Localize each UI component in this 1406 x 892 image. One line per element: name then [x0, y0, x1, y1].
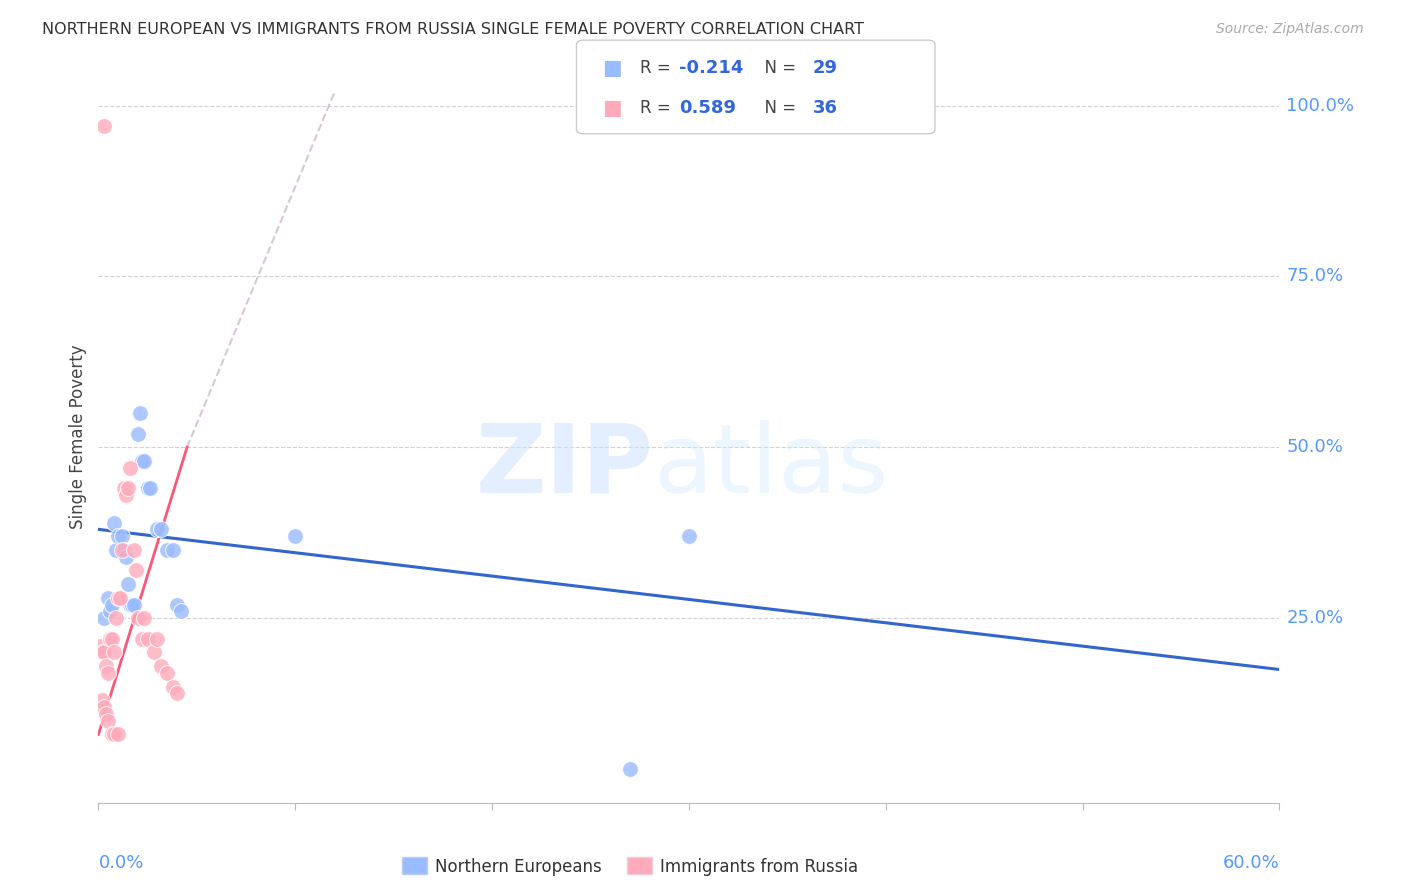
Point — [619, 762, 641, 776]
Point — [111, 542, 134, 557]
Point — [142, 645, 165, 659]
Point — [96, 659, 118, 673]
Point — [131, 454, 153, 468]
Text: ■: ■ — [602, 58, 621, 78]
Point — [131, 632, 153, 646]
Text: ZIP: ZIP — [475, 420, 654, 513]
Point — [125, 563, 148, 577]
Text: -0.214: -0.214 — [679, 60, 744, 78]
Point — [89, 639, 111, 653]
Legend: Northern Europeans, Immigrants from Russia: Northern Europeans, Immigrants from Russ… — [395, 851, 865, 882]
Point — [96, 706, 118, 721]
Point — [166, 686, 188, 700]
Point — [166, 598, 188, 612]
Point — [103, 645, 125, 659]
Point — [105, 611, 128, 625]
Point — [136, 632, 159, 646]
Point — [121, 598, 143, 612]
Point — [138, 481, 160, 495]
Point — [107, 727, 129, 741]
Point — [103, 727, 125, 741]
Point — [112, 542, 135, 557]
Point — [101, 632, 124, 646]
Point — [156, 542, 179, 557]
Point — [91, 693, 114, 707]
Point — [156, 665, 179, 680]
Text: 60.0%: 60.0% — [1223, 854, 1279, 872]
Text: NORTHERN EUROPEAN VS IMMIGRANTS FROM RUSSIA SINGLE FEMALE POVERTY CORRELATION CH: NORTHERN EUROPEAN VS IMMIGRANTS FROM RUS… — [42, 22, 865, 37]
Text: 25.0%: 25.0% — [1286, 609, 1344, 627]
Point — [108, 591, 131, 605]
Point — [111, 529, 134, 543]
Point — [93, 700, 115, 714]
Point — [162, 542, 184, 557]
Point — [117, 481, 139, 495]
Point — [93, 119, 115, 133]
Point — [101, 727, 124, 741]
Point — [118, 598, 141, 612]
Point — [170, 604, 193, 618]
Point — [97, 665, 120, 680]
Point — [146, 632, 169, 646]
Point — [150, 522, 173, 536]
Text: 0.589: 0.589 — [679, 99, 737, 117]
Text: R =: R = — [640, 60, 676, 78]
Point — [678, 529, 700, 543]
Text: 36: 36 — [813, 99, 838, 117]
Point — [98, 604, 121, 618]
Text: R =: R = — [640, 99, 676, 117]
Point — [105, 542, 128, 557]
Point — [284, 529, 307, 543]
Point — [132, 611, 155, 625]
Point — [122, 598, 145, 612]
Point — [101, 598, 124, 612]
Point — [128, 406, 150, 420]
Point — [127, 426, 149, 441]
Text: atlas: atlas — [654, 420, 889, 513]
Point — [162, 680, 184, 694]
Text: 29: 29 — [813, 60, 838, 78]
Text: Source: ZipAtlas.com: Source: ZipAtlas.com — [1216, 22, 1364, 37]
Point — [112, 481, 135, 495]
Point — [150, 659, 173, 673]
Point — [97, 591, 120, 605]
Y-axis label: Single Female Poverty: Single Female Poverty — [69, 345, 87, 529]
Text: 50.0%: 50.0% — [1286, 438, 1343, 457]
Text: 100.0%: 100.0% — [1286, 96, 1354, 114]
Point — [117, 577, 139, 591]
Point — [107, 591, 129, 605]
Point — [91, 645, 114, 659]
Point — [118, 460, 141, 475]
Point — [127, 611, 149, 625]
Point — [115, 549, 138, 564]
Point — [136, 481, 159, 495]
Point — [103, 516, 125, 530]
Point — [107, 529, 129, 543]
Text: N =: N = — [754, 99, 801, 117]
Point — [146, 522, 169, 536]
Point — [115, 488, 138, 502]
Point — [93, 611, 115, 625]
Text: 0.0%: 0.0% — [98, 854, 143, 872]
Text: ■: ■ — [602, 98, 621, 118]
Point — [97, 714, 120, 728]
Point — [122, 542, 145, 557]
Point — [93, 645, 115, 659]
Point — [132, 454, 155, 468]
Text: 75.0%: 75.0% — [1286, 268, 1344, 285]
Text: N =: N = — [754, 60, 801, 78]
Point — [98, 632, 121, 646]
